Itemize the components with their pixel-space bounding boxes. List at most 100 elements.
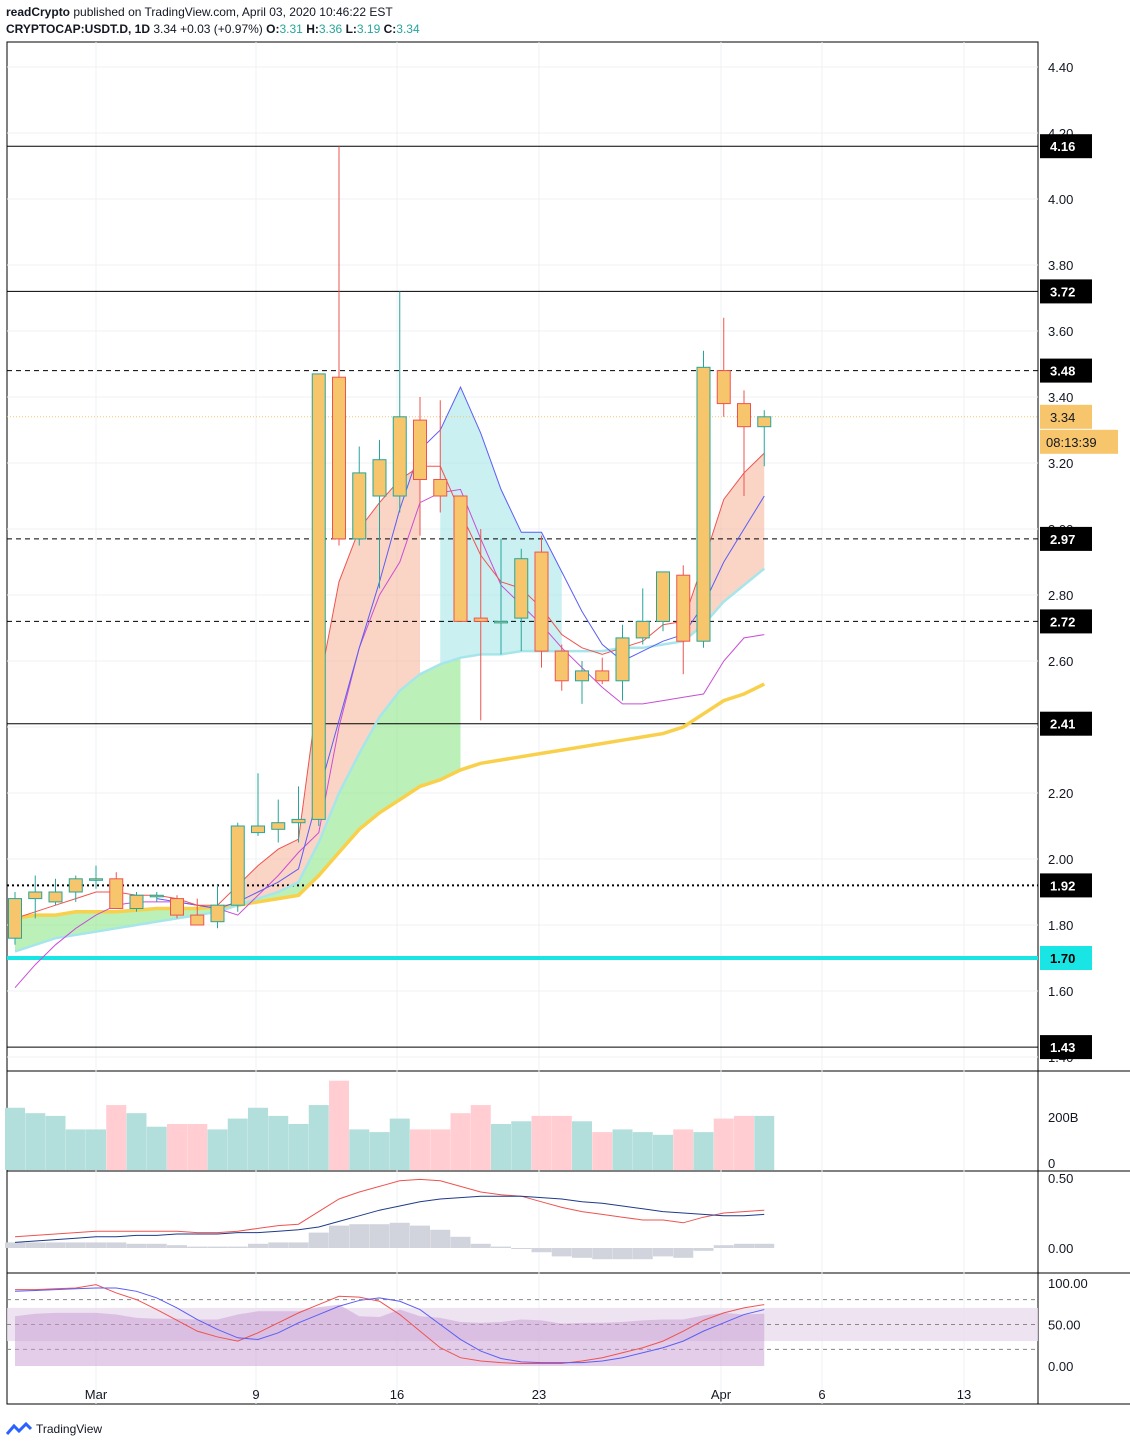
countdown-bg [1040, 429, 1118, 454]
candle-body [332, 376, 346, 540]
macd-histogram-bar [572, 1248, 592, 1258]
volume-bar [713, 1118, 734, 1170]
candle-body [453, 495, 468, 622]
price-tick-label: 2.80 [1048, 588, 1073, 603]
macd-histogram-bar [653, 1248, 673, 1257]
price-tick-label: 3.20 [1048, 456, 1073, 471]
macd-histogram-bar [369, 1224, 390, 1248]
candle-body [413, 419, 427, 481]
candle-body [311, 373, 326, 820]
candle-body [696, 366, 711, 642]
candle-body [170, 898, 184, 916]
candle-body [595, 670, 610, 682]
macd-histogram-bar [25, 1242, 46, 1248]
macd-histogram-bar [45, 1242, 66, 1248]
level-label-bg [1040, 358, 1092, 383]
candle-body [473, 617, 488, 622]
volume-bar [146, 1126, 167, 1170]
candle-body [737, 403, 751, 428]
macd-histogram-bar [551, 1248, 572, 1257]
macd-histogram-bar [632, 1248, 653, 1260]
ohlc-line: CRYPTOCAP:USDT.D, 1D 3.34 +0.03 (+0.97%)… [6, 21, 420, 38]
volume-bar [592, 1132, 613, 1170]
ma-blue-line [156, 385, 765, 910]
volume-bar [248, 1107, 268, 1170]
volume-bar [227, 1118, 248, 1170]
macd-histogram-bar [126, 1243, 147, 1248]
volume-bar [653, 1134, 673, 1170]
footer: TradingView [6, 1422, 102, 1436]
ma-yellow-line [14, 682, 766, 921]
price-tick-label: 3.40 [1048, 390, 1073, 405]
stoch-k-line [15, 1284, 765, 1365]
volume-bar [369, 1132, 390, 1170]
open-value: 3.31 [279, 22, 303, 36]
countdown-label: 08:13:39 [1046, 435, 1097, 450]
price-tick-label: 2.00 [1048, 852, 1073, 867]
macd-histogram-bar [106, 1242, 127, 1248]
chart-frame [6, 41, 1039, 1405]
volume-bar [612, 1129, 633, 1170]
macd-histogram-bar [410, 1225, 430, 1248]
volume-bar [754, 1115, 775, 1170]
candle-body [392, 416, 407, 497]
volume-bar [106, 1105, 127, 1170]
volume-bar [389, 1118, 410, 1170]
volume-bar [572, 1121, 592, 1170]
level-label-bg [1040, 873, 1092, 898]
candle-body [190, 914, 205, 926]
price-tick-label: 3.60 [1048, 324, 1073, 339]
symbol-label[interactable]: CRYPTOCAP:USDT.D, 1D [6, 22, 151, 36]
macd-histogram-bar [693, 1248, 714, 1251]
candle-body [575, 670, 589, 682]
candle-body [554, 650, 569, 682]
volume-bar [632, 1132, 653, 1170]
macd-histogram-bar [592, 1248, 613, 1260]
grid-lines [7, 42, 1038, 1404]
volume-bar [673, 1129, 694, 1170]
macd-histogram-bar [65, 1242, 86, 1248]
high-value: 3.36 [318, 22, 343, 36]
volume-bar [551, 1115, 572, 1170]
candle-body [716, 370, 731, 405]
volume-bar [25, 1113, 46, 1170]
level-label-bg [1040, 279, 1092, 304]
close-label: C: [383, 22, 397, 36]
high-label: H: [306, 22, 319, 36]
candle-body [494, 620, 508, 624]
candle-body [635, 620, 650, 639]
author-name[interactable]: readCrypto [6, 5, 71, 19]
macd-histogram-bar [531, 1248, 552, 1253]
level-label: 1.43 [1050, 1040, 1075, 1055]
volume-bar [187, 1124, 208, 1170]
macd-axis-label: 0.50 [1048, 1171, 1073, 1186]
level-label: 1.92 [1050, 878, 1075, 893]
salmon-cloud [683, 453, 765, 642]
price-tick-label: 3.00 [1048, 522, 1073, 537]
volume-bar [308, 1105, 329, 1170]
stoch-axis-label: 50.00 [1048, 1318, 1081, 1333]
brand-label: TradingView [36, 1422, 103, 1436]
macd-histogram-bar [470, 1243, 491, 1248]
time-axis-label: Mar [85, 1387, 108, 1402]
time-axis-label: 13 [957, 1387, 971, 1402]
chart-header: readCrypto published on TradingView.com,… [6, 4, 420, 38]
volume-bar [491, 1124, 511, 1170]
candles [8, 146, 772, 945]
time-axis-label: 16 [390, 1387, 404, 1402]
macd-histogram-bar [754, 1243, 775, 1248]
candle-body [129, 894, 144, 909]
candle-body [109, 878, 124, 909]
volume-bar [410, 1129, 430, 1170]
candle-body [656, 571, 670, 622]
macd-histogram-bar [349, 1224, 370, 1248]
volume-bar [65, 1129, 86, 1170]
volume-axis-label: 200B [1048, 1110, 1078, 1125]
ma-cyan-line [14, 567, 766, 953]
volume-bar [734, 1115, 754, 1170]
candle-body [615, 637, 630, 682]
cyan-cloud [440, 387, 562, 665]
candle-body [291, 818, 306, 824]
volume-bar [86, 1129, 106, 1170]
